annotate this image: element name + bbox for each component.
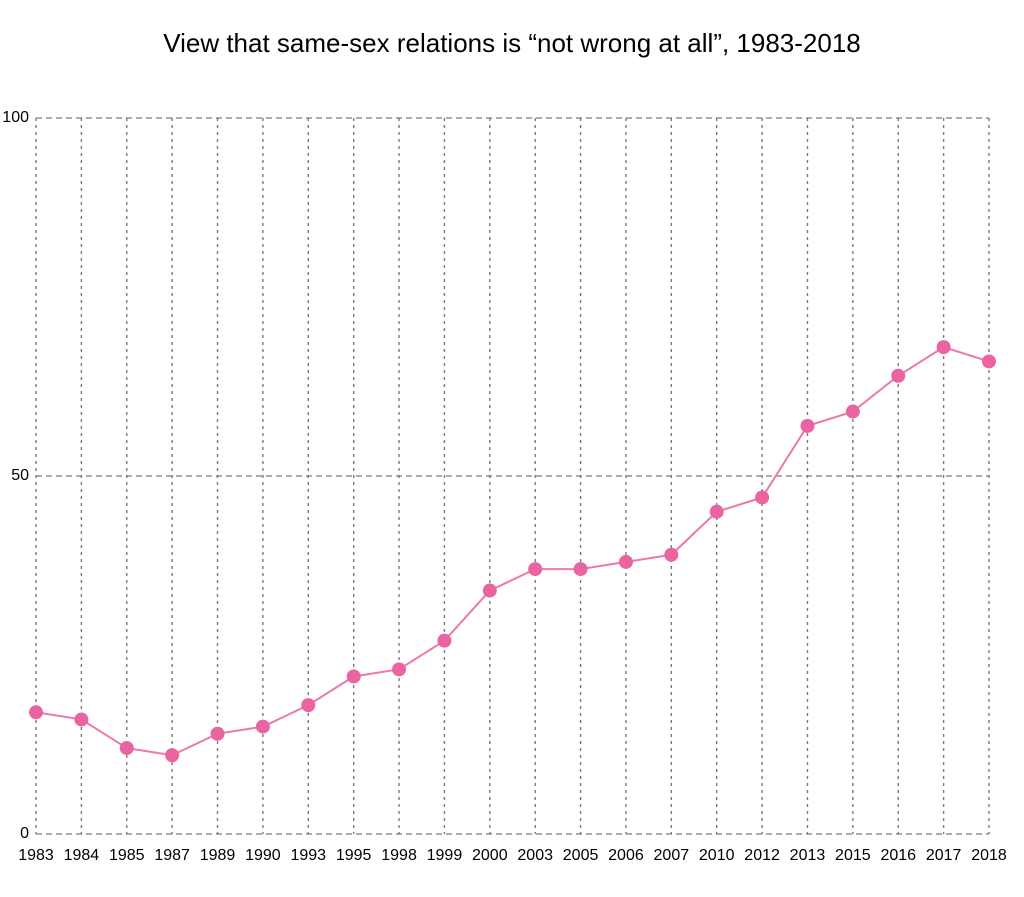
x-tick-label: 1989 [200, 847, 236, 864]
x-tick-label: 2017 [926, 847, 962, 864]
x-tick-label: 2005 [563, 847, 599, 864]
data-point-marker [982, 354, 996, 369]
data-point-marker [482, 583, 497, 598]
data-point-marker [845, 404, 860, 419]
axis-labels-layer: 0 50 100 1983 1984 1985 1987 1989 1990 1993 1995 19… [2, 109, 1007, 864]
series-layer [29, 340, 996, 763]
y-tick-label: 0 [20, 825, 29, 842]
x-tick-label: 2018 [971, 847, 1007, 864]
data-point-marker [936, 340, 951, 355]
data-point-marker [210, 726, 225, 741]
x-tick-label: 1987 [154, 847, 190, 864]
y-tick-label: 100 [2, 109, 29, 126]
data-point-marker [392, 662, 407, 677]
x-tick-label: 2015 [835, 847, 871, 864]
series-line [35, 346, 990, 757]
data-point-marker [528, 562, 543, 577]
data-point-marker [664, 547, 679, 562]
data-point-marker [755, 490, 770, 505]
data-point-marker [74, 712, 89, 727]
grid-layer [35, 117, 990, 835]
x-tick-label: 1993 [290, 847, 326, 864]
x-tick-label: 1998 [381, 847, 417, 864]
x-tick-label: 2016 [880, 847, 916, 864]
data-point-marker [891, 368, 906, 383]
data-point-marker [301, 698, 316, 713]
x-tick-label: 2003 [517, 847, 553, 864]
x-tick-label: 2006 [608, 847, 644, 864]
x-tick-label: 2007 [654, 847, 690, 864]
x-tick-label: 1990 [245, 847, 281, 864]
x-tick-label: 1985 [109, 847, 145, 864]
data-point-marker [255, 719, 270, 734]
x-tick-label: 2000 [472, 847, 508, 864]
data-point-marker [709, 504, 724, 519]
data-point-marker [800, 418, 815, 433]
data-point-marker [165, 748, 180, 763]
x-tick-label: 2012 [744, 847, 780, 864]
x-tick-label: 1984 [64, 847, 100, 864]
x-tick-label: 2013 [790, 847, 826, 864]
y-tick-label: 50 [11, 467, 29, 484]
x-tick-label: 1995 [336, 847, 372, 864]
x-tick-label: 1999 [427, 847, 463, 864]
chart-title: View that same-sex relations is “not wro… [163, 28, 861, 58]
data-point-marker [29, 705, 43, 720]
data-point-marker [346, 669, 361, 684]
data-point-marker [437, 633, 452, 648]
x-tick-label: 1983 [18, 847, 54, 864]
data-point-marker [573, 562, 588, 577]
data-point-marker [119, 741, 134, 756]
x-tick-label: 2010 [699, 847, 735, 864]
data-point-marker [618, 554, 633, 569]
